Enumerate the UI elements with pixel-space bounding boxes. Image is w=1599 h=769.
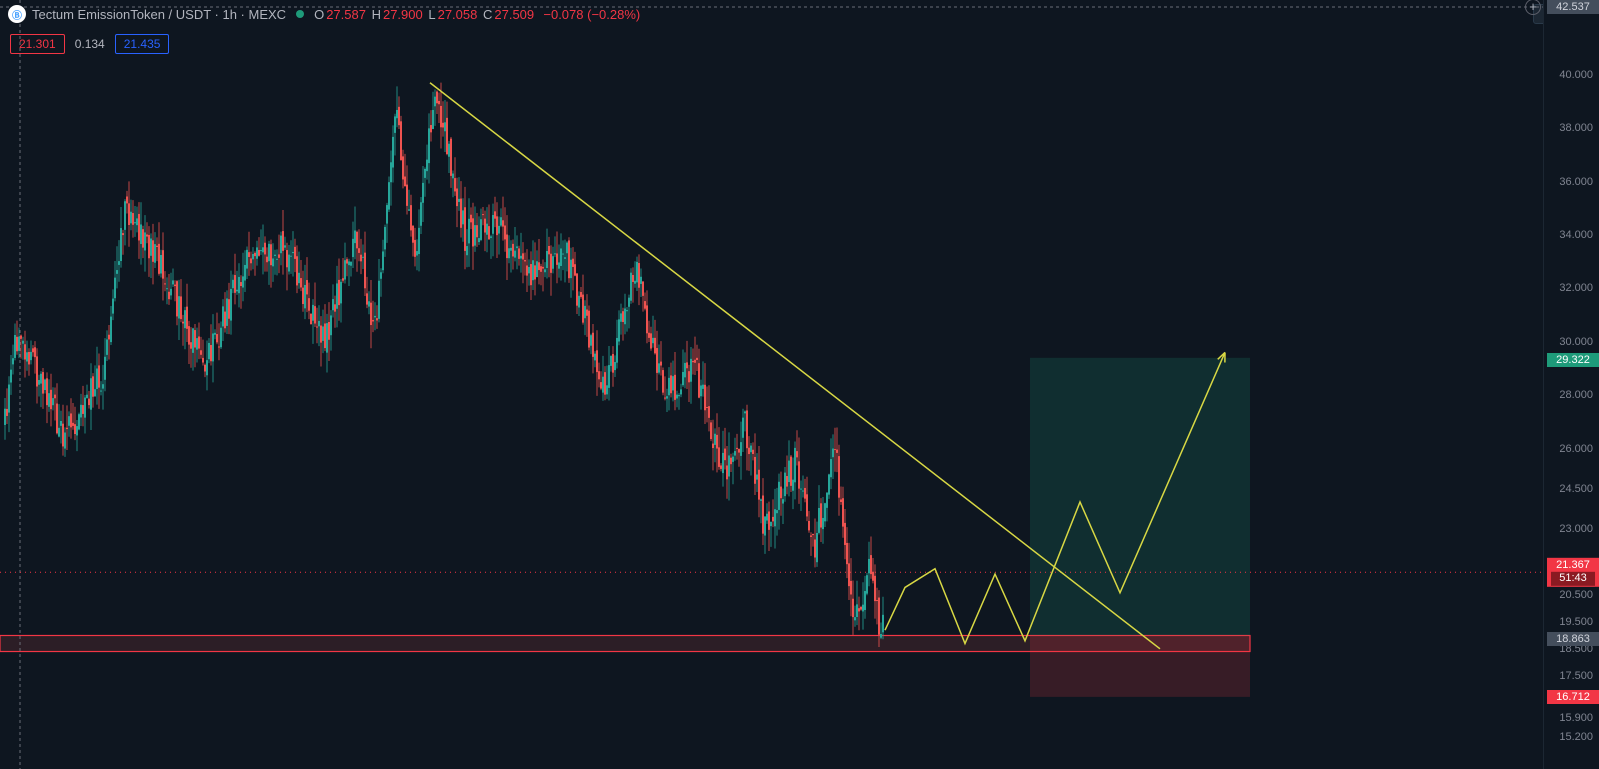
axis-price-badge[interactable]: 16.712 — [1547, 690, 1599, 704]
axis-tick: 32.000 — [1559, 282, 1593, 294]
indicator-value-2: 0.134 — [75, 37, 105, 51]
long-position-box[interactable] — [1030, 358, 1250, 636]
coin-icon: Ⓑ — [8, 5, 26, 23]
axis-price-badge[interactable]: 29.322 — [1547, 353, 1599, 367]
ohlc-readout: O27.587 H27.900 L27.058 C27.509 −0.078 (… — [314, 7, 642, 22]
axis-tick: 23.000 — [1559, 523, 1593, 535]
axis-price-badge[interactable]: 18.863 — [1547, 632, 1599, 646]
axis-tick: 24.500 — [1559, 483, 1593, 495]
symbol-title[interactable]: Tectum EmissionToken / USDT · 1h · MEXC — [32, 7, 286, 22]
indicator-row: 21.301 0.134 21.435 — [10, 34, 169, 54]
price-chart[interactable] — [0, 0, 1543, 769]
axis-tick: 17.500 — [1559, 670, 1593, 682]
short-position-box[interactable] — [1030, 635, 1250, 696]
market-status-dot — [296, 10, 304, 18]
axis-tick: 15.200 — [1559, 731, 1593, 743]
axis-tick: 20.500 — [1559, 589, 1593, 601]
axis-tick: 19.500 — [1559, 616, 1593, 628]
axis-tick: 30.000 — [1559, 336, 1593, 348]
axis-tick: 38.000 — [1559, 122, 1593, 134]
axis-tick: 15.900 — [1559, 712, 1593, 724]
indicator-value-1[interactable]: 21.301 — [10, 34, 65, 54]
axis-tick: 34.000 — [1559, 229, 1593, 241]
axis-tick: 36.000 — [1559, 176, 1593, 188]
axis-tick: 28.000 — [1559, 389, 1593, 401]
axis-tick: 26.000 — [1559, 443, 1593, 455]
chart-header: Ⓑ Tectum EmissionToken / USDT · 1h · MEX… — [0, 0, 1599, 28]
price-axis[interactable]: 40.000 38.000 36.000 34.000 32.000 30.000 28.0… — [1543, 0, 1599, 769]
indicator-value-3[interactable]: 21.435 — [115, 34, 170, 54]
axis-tick: 40.000 — [1559, 69, 1593, 81]
axis-price-badge[interactable]: 21.36751:43 — [1547, 558, 1599, 586]
